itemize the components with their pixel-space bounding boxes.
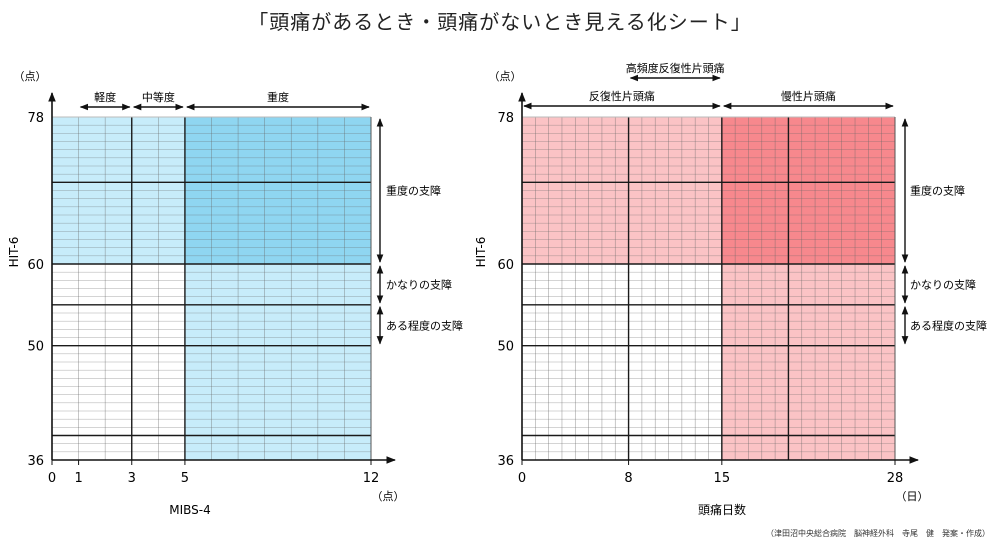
x-tick-label: 12: [363, 471, 380, 486]
x-range-label: 慢性片頭痛: [781, 89, 836, 103]
y-range-label: 重度の支障: [910, 184, 965, 198]
y-tick-label: 36: [497, 454, 514, 469]
x-tick-label: 5: [181, 471, 189, 486]
x-range-label: 反復性片頭痛: [589, 89, 655, 103]
x-tick-label: 3: [128, 471, 136, 486]
y-range-label: 重度の支障: [386, 184, 441, 198]
y-tick-label: 60: [27, 258, 44, 273]
y-axis-label: HIT-6: [474, 237, 488, 268]
y-unit-label: （点）: [14, 70, 47, 83]
y-tick-label: 50: [497, 340, 514, 355]
y-tick-label: 36: [27, 454, 44, 469]
y-range-label: かなりの支障: [910, 277, 976, 291]
x-tick-label: 1: [74, 471, 82, 486]
x-axis-label: 頭痛日数: [698, 502, 746, 517]
y-unit-label: （点）: [489, 70, 522, 83]
y-range-label: かなりの支障: [386, 277, 452, 291]
x-tick-label: 0: [518, 471, 526, 486]
x-tick-label: 28: [887, 471, 904, 486]
y-tick-label: 50: [27, 340, 44, 355]
sheet-title: 「頭痛があるとき・頭痛がないとき見える化シート」: [248, 10, 752, 34]
x-range-label: 軽度: [94, 90, 116, 104]
x-tick-label: 8: [624, 471, 632, 486]
y-tick-label: 60: [497, 258, 514, 273]
x-unit-label: （日）: [896, 490, 929, 503]
y-tick-label: 78: [497, 111, 514, 126]
x-range-label: 重度: [267, 90, 289, 104]
x-tick-label: 15: [714, 471, 731, 486]
chart-2: 0 8 15 28 36 50 60 78 頭痛日数 （日） （点） HIT-6 高頻度反復性片頭痛反復…: [474, 61, 987, 517]
x-tick-label: 0: [48, 471, 56, 486]
x-range-label: 高頻度反復性片頭痛: [626, 61, 725, 75]
y-axis-label: HIT-6: [7, 237, 21, 268]
chart-1: 0 1 3 5 12 36 50 60 78 MIBS-4 （点） （点） HIT-6 軽度 中等度 重度重度…: [7, 70, 463, 517]
y-range-label: ある程度の支障: [386, 318, 463, 332]
y-tick-label: 78: [27, 111, 44, 126]
x-unit-label: （点）: [372, 490, 405, 503]
credit-line: （津田沼中央総合病院 脳神経外科 寺尾 健 発案・作成）: [766, 529, 990, 538]
y-range-label: ある程度の支障: [910, 318, 987, 332]
x-range-label: 中等度: [142, 90, 175, 104]
x-axis-label: MIBS-4: [169, 503, 211, 517]
